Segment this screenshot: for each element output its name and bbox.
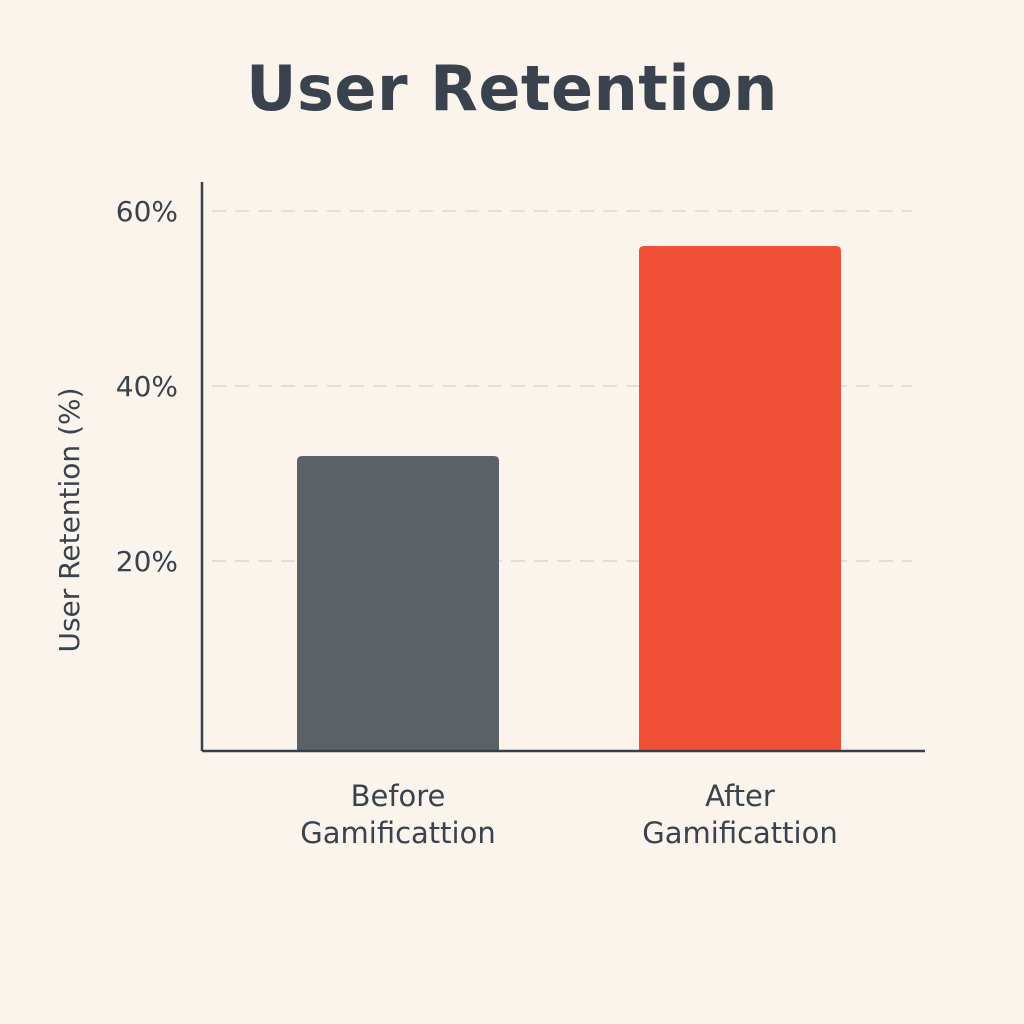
bar [639, 246, 841, 751]
bar [297, 456, 499, 751]
chart-title: User Retention [246, 52, 778, 125]
y-tick-label: 20% [116, 545, 178, 578]
y-axis-title: User Retention (%) [53, 387, 86, 652]
y-tick-label: 40% [116, 370, 178, 403]
x-tick-label: Gamificattion [300, 816, 495, 850]
x-tick-label: Gamificattion [642, 816, 837, 850]
y-tick-label: 60% [116, 195, 178, 228]
x-tick-label: After [705, 779, 775, 813]
x-tick-label: Before [351, 779, 446, 813]
